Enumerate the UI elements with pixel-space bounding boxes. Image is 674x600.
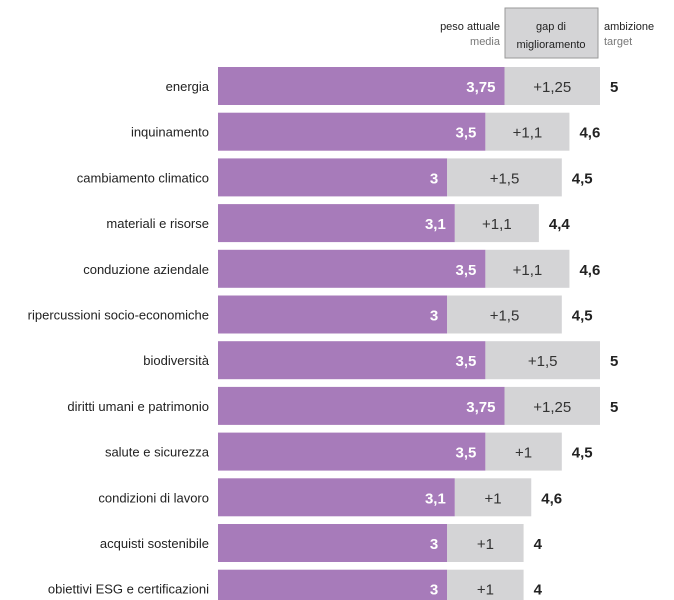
current-value-label: 3 <box>430 582 438 599</box>
target-value-label: 4 <box>534 582 543 599</box>
category-label: materiali e risorse <box>106 216 209 231</box>
current-bar <box>218 249 486 288</box>
category-label: condizioni di lavoro <box>98 490 209 505</box>
target-value-label: 4,6 <box>541 490 562 507</box>
current-bar <box>218 341 486 380</box>
gap-value-label: +1,5 <box>528 353 558 370</box>
gap-header-line2: miglioramento <box>516 39 585 51</box>
gap-bar <box>485 432 562 471</box>
gap-bar <box>485 249 570 288</box>
current-bar <box>218 386 505 425</box>
current-bar <box>218 432 486 471</box>
category-label: diritti umani e patrimonio <box>67 399 209 414</box>
target-value-label: 4,5 <box>572 308 593 325</box>
gap-bar <box>504 67 600 105</box>
current-value-label: 3,5 <box>456 125 477 142</box>
current-value-label: 3,5 <box>456 445 477 462</box>
current-value-label: 3 <box>430 536 438 553</box>
current-bar <box>218 295 448 334</box>
gap-value-label: +1,25 <box>533 399 571 416</box>
category-label: acquisti sostenibile <box>100 536 209 551</box>
gap-bar <box>454 478 532 517</box>
target-value-label: 4 <box>534 536 543 553</box>
target-value-label: 4,5 <box>572 170 593 187</box>
category-label: conduzione aziendale <box>83 262 209 277</box>
gap-value-label: +1 <box>484 490 501 507</box>
target-value-label: 4,4 <box>549 216 571 233</box>
target-value-label: 4,5 <box>572 445 593 462</box>
target-header-sub: target <box>604 36 632 48</box>
gap-header-line1: gap di <box>536 21 566 33</box>
current-bar <box>218 204 455 243</box>
gap-value-label: +1,5 <box>490 170 520 187</box>
gap-bar <box>454 204 539 243</box>
category-label: energia <box>166 79 210 94</box>
category-label: inquinamento <box>131 125 209 140</box>
current-bar <box>218 569 448 600</box>
gap-bar <box>485 341 600 380</box>
current-value-label: 3,75 <box>466 79 495 96</box>
current-bar <box>218 112 486 151</box>
gap-value-label: +1,25 <box>533 79 571 96</box>
target-value-label: 4,6 <box>579 262 600 279</box>
gap-header-box <box>504 7 599 59</box>
category-label: ripercussioni socio-economiche <box>28 308 209 323</box>
gap-bar <box>447 295 562 334</box>
gap-bar <box>447 158 562 197</box>
current-bar <box>218 158 448 197</box>
gap-value-label: +1 <box>515 445 532 462</box>
target-value-label: 4,6 <box>579 125 600 142</box>
current-value-label: 3,5 <box>456 353 477 370</box>
target-header-title: ambizione <box>604 21 654 33</box>
target-value-label: 5 <box>610 353 618 370</box>
category-label: cambiamento climatico <box>77 170 209 185</box>
current-header-sub: media <box>470 36 501 48</box>
gap-value-label: +1 <box>477 582 494 599</box>
current-value-label: 3,1 <box>425 490 446 507</box>
current-value-label: 3,1 <box>425 216 446 233</box>
gap-value-label: +1 <box>477 536 494 553</box>
category-label: salute e sicurezza <box>105 445 210 460</box>
gap-value-label: +1,1 <box>482 216 512 233</box>
category-label: biodiversità <box>143 353 210 368</box>
current-value-label: 3,75 <box>466 399 495 416</box>
current-value-label: 3 <box>430 308 438 325</box>
gap-bar <box>447 569 524 600</box>
category-label: obiettivi ESG e certificazioni <box>48 582 209 597</box>
gap-value-label: +1,1 <box>513 125 543 142</box>
gap-value-label: +1,5 <box>490 308 520 325</box>
gap-bar <box>485 112 570 151</box>
target-value-label: 5 <box>610 79 618 96</box>
bar-rows: energia 3,75 +1,25 5 inquinamento 3,5 +1,1 4,6 c… <box>28 67 618 600</box>
current-value-label: 3 <box>430 170 438 187</box>
gap-value-label: +1,1 <box>513 262 543 279</box>
gap-bar <box>447 524 524 562</box>
gap-bar <box>504 386 600 425</box>
current-header-title: peso attuale <box>440 21 500 33</box>
current-bar <box>218 478 455 517</box>
current-bar <box>218 524 448 562</box>
current-value-label: 3,5 <box>456 262 477 279</box>
target-value-label: 5 <box>610 399 618 416</box>
current-bar <box>218 67 505 105</box>
